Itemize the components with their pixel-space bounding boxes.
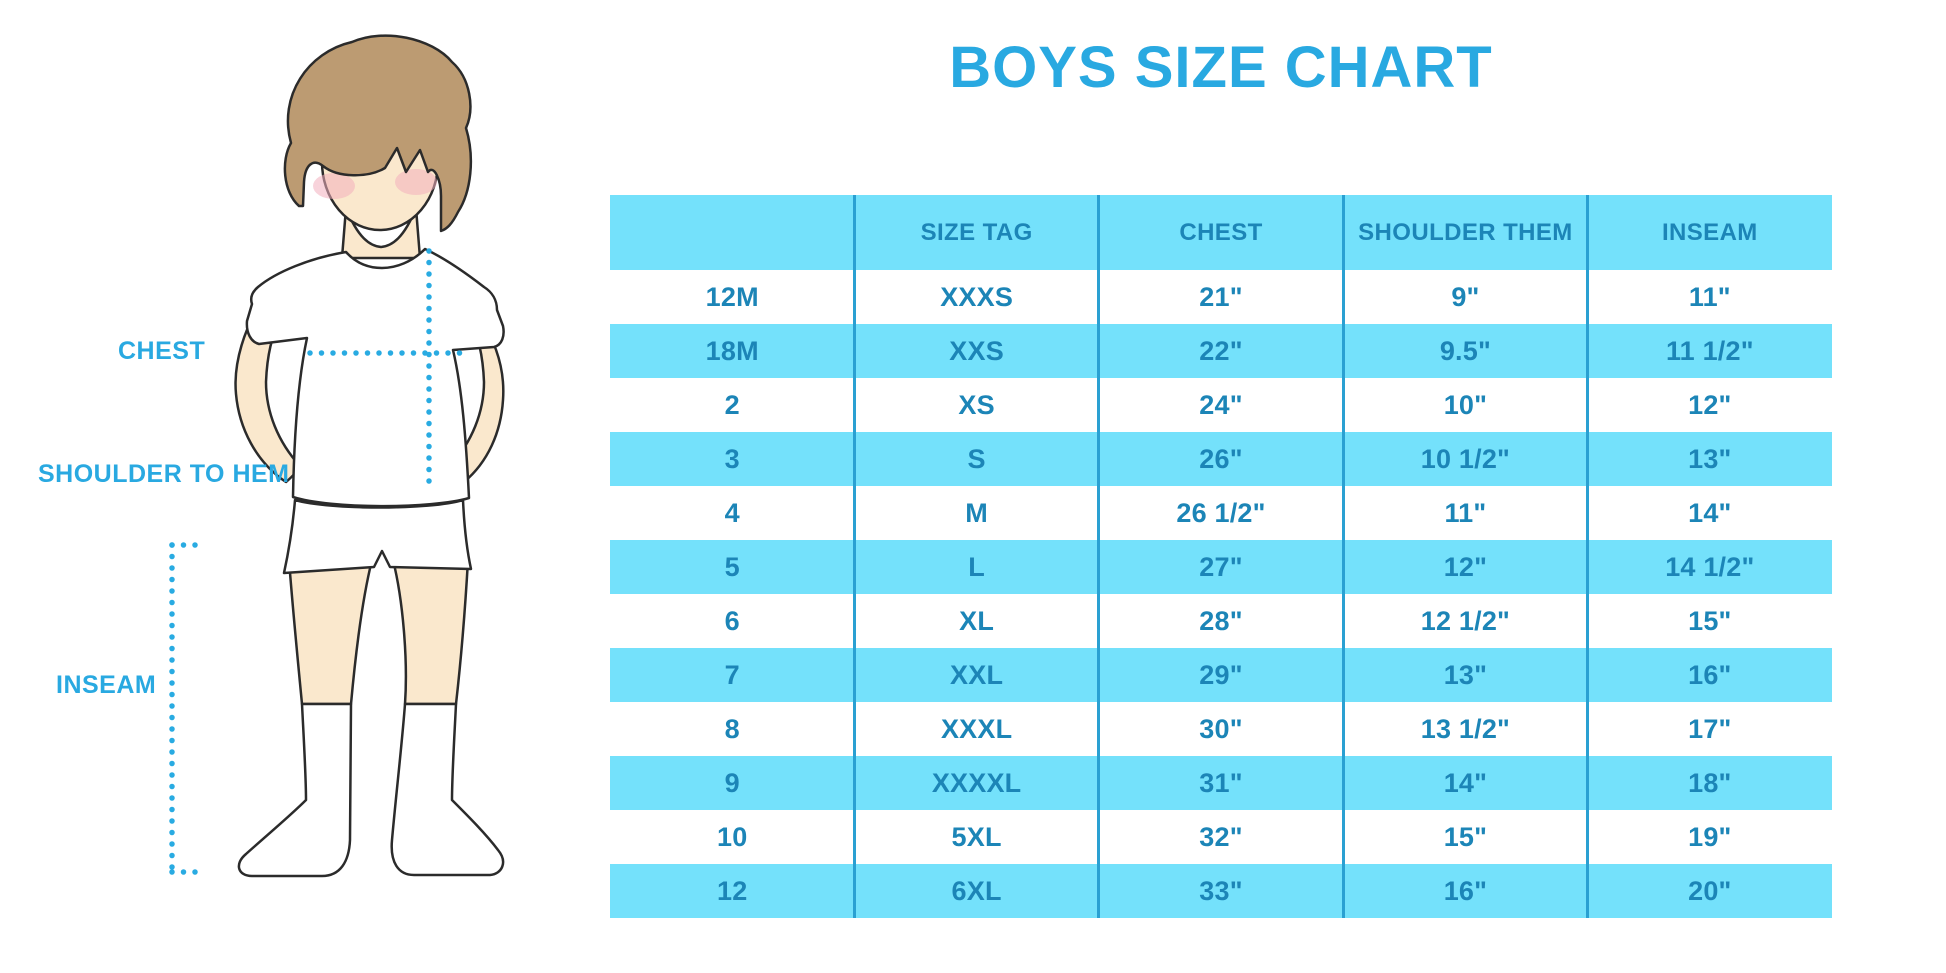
table-row: 3 S 26" 10 1/2" 13": [610, 432, 1832, 486]
table-cell: 12": [1443, 551, 1488, 582]
table-cell: 24": [1199, 389, 1243, 420]
table-cell: 18M: [705, 335, 759, 366]
hair: [283, 34, 473, 233]
table-cell: 9.5": [1439, 335, 1491, 366]
table-cell: 27": [1199, 551, 1243, 582]
table-row: 9 XXXXL 31" 14" 18": [610, 756, 1832, 810]
table-cell: XXS: [949, 335, 1004, 366]
table-cell: 15": [1443, 821, 1488, 852]
table-cell: 30": [1199, 713, 1243, 744]
table-cell: S: [967, 443, 986, 474]
column-divider: [1097, 195, 1101, 918]
table-cell: 26 1/2": [1176, 497, 1266, 528]
table-cell: 31": [1199, 767, 1243, 798]
table-row: 6 XL 28" 12 1/2" 15": [610, 594, 1832, 648]
table-cell: 33": [1199, 875, 1243, 906]
table-cell: 32": [1199, 821, 1243, 852]
table-cell: 11": [1444, 497, 1487, 528]
table-cell: 9: [724, 767, 740, 798]
table-cell: 13 1/2": [1420, 713, 1511, 744]
left-sock: [237, 702, 353, 878]
column-divider: [1341, 195, 1345, 918]
table-cell: 4: [724, 497, 740, 528]
table-cell: 20": [1688, 875, 1732, 906]
column-header: SHOULDER THEM: [1358, 218, 1573, 246]
table-row: 8 XXXL 30" 13 1/2" 17": [610, 702, 1832, 756]
table-cell: L: [968, 551, 985, 582]
table-cell: 11": [1688, 281, 1731, 312]
table-cell: 14": [1688, 497, 1732, 528]
table-row: 2 XS 24" 10" 12": [610, 378, 1832, 432]
table-cell: 5: [724, 551, 740, 582]
table-cell: 10: [716, 821, 748, 852]
table-cell: 5XL: [951, 821, 1002, 852]
right-cheek: [395, 169, 437, 195]
table-cell: 14": [1443, 767, 1488, 798]
column-divider: [852, 195, 856, 918]
table-cell: 13": [1443, 659, 1488, 690]
table-cell: 10": [1443, 389, 1488, 420]
table-row: 18M XXS 22" 9.5" 11 1/2": [610, 324, 1832, 378]
right-leg: [391, 558, 470, 706]
right-sock: [390, 702, 505, 877]
table-cell: 12M: [705, 281, 759, 312]
table-row: 10 5XL 32" 15" 19": [610, 810, 1832, 864]
table-cell: 15": [1688, 605, 1732, 636]
table-cell: 12": [1688, 389, 1732, 420]
table-cell: 3: [724, 443, 740, 474]
table-cell: 16": [1688, 659, 1732, 690]
table-cell: 2: [724, 389, 740, 420]
table-cell: XXXXL: [931, 767, 1022, 798]
table-cell: 17": [1688, 713, 1732, 744]
left-leg: [287, 558, 374, 706]
table-cell: XS: [958, 389, 995, 420]
boy-illustration: [169, 34, 505, 878]
table-cell: M: [965, 497, 988, 528]
table-cell: 13": [1688, 443, 1732, 474]
table-cell: 29": [1199, 659, 1243, 690]
table-cell: 14 1/2": [1665, 551, 1755, 582]
table-cell: 10 1/2": [1420, 443, 1511, 474]
table-cell: 12: [716, 875, 748, 906]
table-cell: 6XL: [951, 875, 1002, 906]
inseam-measure-line: [169, 542, 203, 875]
table-cell: 28": [1199, 605, 1243, 636]
header-row: SIZE TAG CHEST SHOULDER THEM INSEAM: [610, 195, 1832, 270]
table-cell: 21": [1199, 281, 1243, 312]
table-cell: 18": [1688, 767, 1732, 798]
table-row: 12M XXXS 21" 9" 11": [610, 270, 1832, 324]
left-cheek: [313, 173, 355, 199]
page-title: BOYS SIZE CHART: [949, 35, 1493, 100]
column-header: CHEST: [1179, 218, 1263, 246]
size-diagram: CHEST SHOULDER TO HEM INSEAM: [0, 0, 600, 973]
chest-label: CHEST: [118, 337, 206, 365]
table-cell: 11 1/2": [1665, 335, 1754, 366]
table-cell: 26": [1199, 443, 1243, 474]
table-cell: XXXL: [940, 713, 1013, 744]
table-cell: 12 1/2": [1420, 605, 1511, 636]
shorts: [282, 498, 473, 575]
size-table: SIZE TAG CHEST SHOULDER THEM INSEAM 12M XXXS 2…: [610, 195, 1832, 918]
table-cell: 22": [1199, 335, 1243, 366]
column-header: [610, 195, 854, 270]
inseam-label: INSEAM: [56, 671, 157, 699]
shoulder-to-hem-label: SHOULDER TO HEM: [38, 460, 290, 488]
table-cell: XXL: [950, 659, 1004, 690]
table-cell: 8: [724, 713, 740, 744]
table-row: 7 XXL 29" 13" 16": [610, 648, 1832, 702]
table-cell: XXXS: [940, 281, 1014, 312]
column-header: INSEAM: [1661, 218, 1758, 246]
table-cell: 7: [724, 659, 740, 690]
column-header: SIZE TAG: [920, 218, 1033, 246]
table-cell: XL: [959, 605, 995, 636]
table-row: 5 L 27" 12" 14 1/2": [610, 540, 1832, 594]
table-cell: 16": [1443, 875, 1488, 906]
table-row: 4 M 26 1/2" 11" 14": [610, 486, 1832, 540]
table-cell: 9": [1451, 281, 1480, 312]
column-divider: [1586, 195, 1590, 918]
table-row: 12 6XL 33" 16" 20": [610, 864, 1832, 918]
table-cell: 19": [1688, 821, 1732, 852]
table-cell: 6: [724, 605, 740, 636]
